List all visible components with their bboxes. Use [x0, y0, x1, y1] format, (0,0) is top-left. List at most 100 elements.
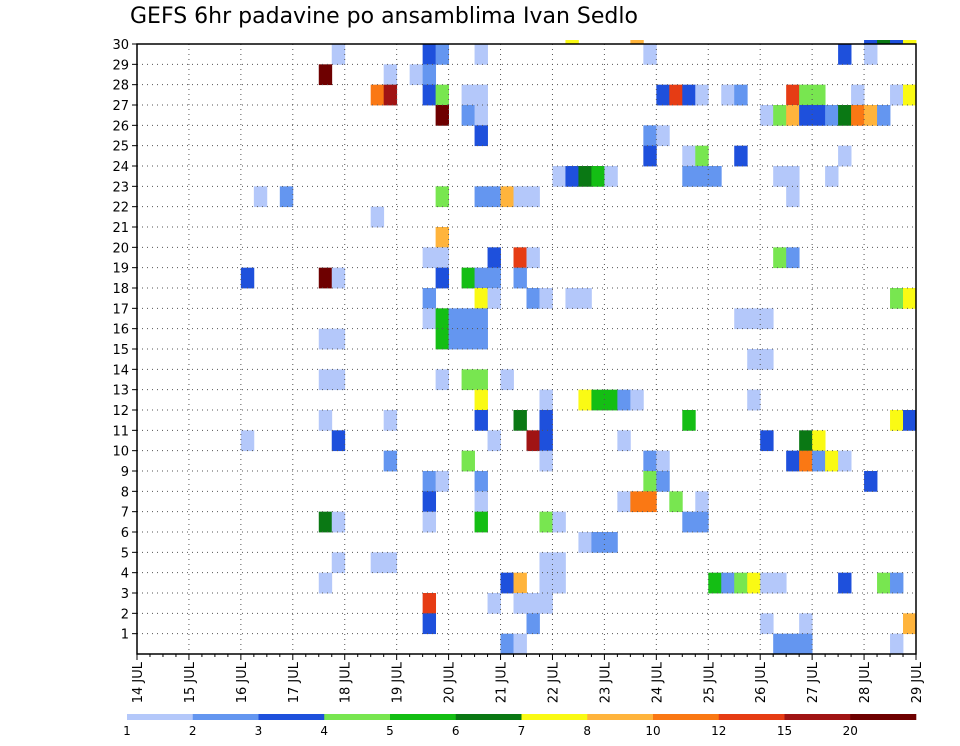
heat-cell: [825, 166, 839, 187]
heat-cell: [552, 552, 566, 574]
heat-cell: [539, 572, 553, 594]
heat-cell: [539, 511, 553, 533]
heat-cell: [435, 267, 449, 289]
colorbar-label: 1: [123, 724, 131, 738]
heat-cell: [630, 491, 644, 513]
heat-cell: [578, 288, 592, 309]
heat-cell: [747, 389, 761, 411]
heat-cell: [877, 40, 891, 44]
heat-cell: [474, 105, 488, 126]
heat-cell: [656, 125, 670, 147]
heat-cell: [591, 166, 605, 187]
heat-cell: [474, 44, 488, 65]
heat-cell: [864, 40, 878, 44]
heat-cell: [500, 572, 514, 594]
heat-cell: [565, 288, 579, 309]
heat-cell: [903, 288, 917, 309]
heat-cell: [708, 166, 722, 187]
heat-cell: [474, 328, 488, 350]
heat-cell: [604, 532, 618, 553]
heat-cell: [422, 84, 437, 106]
y-tick-label: 11: [112, 424, 129, 439]
heat-cell: [539, 288, 553, 309]
y-tick-label: 25: [112, 140, 129, 155]
heat-cell: [435, 44, 449, 65]
heat-cell: [669, 491, 683, 513]
x-tick-label: 25 JUL: [702, 661, 717, 703]
heat-cell: [422, 613, 437, 635]
heat-cell: [448, 328, 462, 350]
heat-cell: [474, 267, 488, 289]
heat-cell: [643, 145, 657, 167]
heat-cell: [773, 166, 787, 187]
heat-cell: [617, 389, 631, 411]
x-tick-label: 26 JUL: [754, 661, 769, 703]
colorbar-swatch: [127, 714, 194, 720]
colorbar-swatch: [850, 714, 917, 720]
y-tick-label: 10: [112, 445, 129, 460]
heat-cell: [526, 430, 540, 452]
heat-cell: [513, 593, 527, 614]
heat-cell: [695, 166, 709, 187]
colorbar-label: 15: [777, 724, 792, 738]
heat-cell: [734, 572, 748, 594]
heat-cell: [890, 410, 904, 431]
heat-cell: [656, 471, 670, 492]
colorbar-swatch: [390, 714, 457, 720]
heat-cell: [604, 389, 618, 411]
heat-cell: [331, 328, 346, 350]
colorbar-label: 10: [645, 724, 660, 738]
heat-cell: [422, 44, 437, 65]
heat-cell: [591, 532, 605, 553]
heat-cell: [526, 613, 540, 635]
heat-cell: [318, 328, 333, 350]
heat-cell: [318, 572, 333, 594]
colorbar-swatch: [784, 714, 851, 720]
heat-cell: [474, 186, 488, 208]
heat-cell: [461, 450, 475, 472]
heat-cell: [539, 450, 553, 472]
heat-cell: [682, 84, 696, 106]
heat-cell: [903, 84, 917, 106]
chart-title: GEFS 6hr padavine po ansamblima Ivan Sed…: [130, 4, 638, 29]
heat-cell: [435, 471, 449, 492]
x-tick-label: 24 JUL: [650, 661, 665, 703]
y-tick-label: 24: [112, 160, 129, 175]
heat-cell: [370, 84, 385, 106]
heat-cell: [903, 40, 917, 44]
y-tick-label: 13: [112, 384, 129, 399]
heat-cell: [552, 572, 566, 594]
heat-cell: [786, 105, 800, 126]
heat-cell: [721, 84, 735, 106]
y-tick-label: 26: [112, 119, 129, 134]
heat-cell: [799, 613, 813, 635]
heat-cell: [461, 308, 475, 330]
heat-cell: [487, 288, 501, 309]
heat-cell: [500, 633, 514, 655]
heat-cell: [708, 572, 722, 594]
heat-cell: [422, 593, 437, 614]
heat-cell: [539, 552, 553, 574]
heat-cell: [630, 389, 644, 411]
heat-cell: [318, 64, 333, 86]
heat-cell: [786, 247, 800, 269]
heat-cell: [526, 593, 540, 614]
heat-cell: [435, 227, 449, 248]
heat-cell: [240, 267, 255, 289]
y-tick-label: 22: [112, 201, 129, 216]
heat-cell: [617, 430, 631, 452]
heat-cell: [890, 84, 904, 106]
heat-cell: [864, 44, 878, 65]
heat-cell: [474, 288, 488, 309]
heat-cell: [890, 40, 904, 44]
plot-frame: [136, 43, 917, 655]
heat-cell: [773, 572, 787, 594]
heat-cell: [435, 369, 449, 391]
y-tick-label: 9: [121, 465, 129, 480]
heat-cell: [435, 105, 449, 126]
heat-cell: [643, 491, 657, 513]
heat-cell: [318, 511, 333, 533]
heat-cell: [513, 186, 527, 208]
colorbar-swatch: [192, 714, 259, 720]
